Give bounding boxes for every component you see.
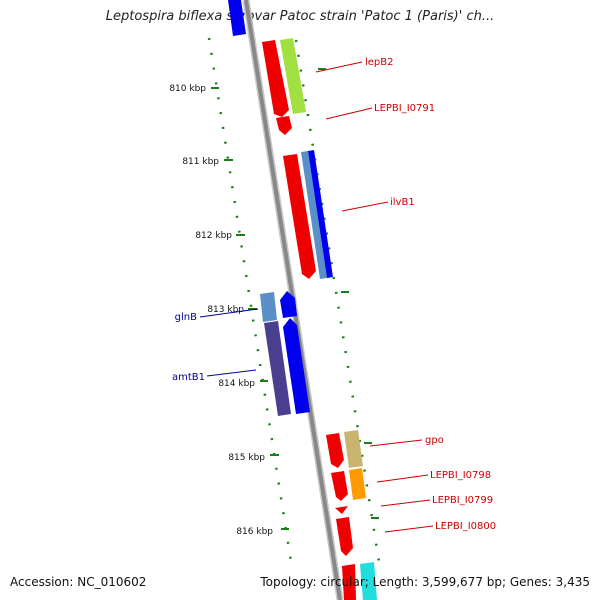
tick-label-814: 814 kbp [218, 379, 255, 389]
gene-feature-top-reverse[interactable] [228, 0, 246, 36]
tick-label-812: 812 kbp [195, 231, 232, 241]
gene-feature-amtB1-box[interactable] [264, 321, 291, 416]
gene-feature-bottom-red[interactable] [342, 564, 356, 600]
gene-feature-LEPBI_I0798-orange[interactable] [349, 468, 366, 500]
reverse-strand-features [228, 0, 291, 416]
gene-feature-LEPBI_I0791[interactable] [276, 116, 292, 135]
reverse-strand-arrows [280, 291, 310, 414]
gene-label-glnB[interactable]: glnB [175, 312, 197, 323]
gene-feature-gpo[interactable] [326, 433, 344, 468]
gene-label-LEPBI_I0791[interactable]: LEPBI_I0791 [374, 103, 435, 114]
tick-814: 814 kbp [218, 379, 268, 389]
tick-label-816: 816 kbp [236, 527, 273, 537]
gene-feature-ilvB1-steel[interactable] [301, 151, 327, 279]
gene-label-LEPBI_I0799[interactable]: LEPBI_I0799 [432, 495, 493, 506]
gene-feature-bottom-cyan[interactable] [360, 562, 377, 600]
gene-label-ilvB1[interactable]: ilvB1 [390, 197, 415, 208]
page-title: Leptospira biflexa serovar Patoc strain … [105, 9, 495, 24]
gene-feature-ilvB1-blue[interactable] [308, 150, 333, 278]
forward-strand-features [262, 38, 377, 600]
gene-feature-amtB1-arrow[interactable] [283, 318, 310, 414]
tick-816: 816 kbp [236, 527, 289, 537]
gene-feature-LEPBI_I0798[interactable] [331, 471, 348, 501]
gene-feature-LEPBI_I0799[interactable] [335, 506, 348, 514]
tick-label-815: 815 kbp [228, 453, 265, 463]
gene-label-LEPBI_I0800[interactable]: LEPBI_I0800 [435, 521, 496, 532]
ruler-ticks: 810 kbp 811 kbp 812 kbp 813 kbp 814 kbp … [169, 68, 379, 537]
gene-feature-ilvB1[interactable] [283, 154, 316, 279]
tick-label-811: 811 kbp [182, 157, 219, 167]
tick-label-810: 810 kbp [169, 84, 206, 94]
gene-feature-glnB-box[interactable] [260, 292, 277, 322]
gene-feature-gpo-khaki[interactable] [344, 430, 363, 468]
gene-label-amtB1[interactable]: amtB1 [172, 372, 205, 383]
gene-label-leaders [199, 61, 434, 533]
gene-feature-lepB2-light[interactable] [280, 38, 306, 114]
gene-feature-LEPBI_I0800[interactable] [336, 517, 353, 556]
tick-811: 811 kbp [182, 157, 233, 167]
tick-810: 810 kbp [169, 84, 219, 94]
accession-text: Accession: NC_010602 [10, 575, 147, 589]
tick-815: 815 kbp [228, 453, 279, 463]
gene-feature-lepB2[interactable] [262, 40, 289, 117]
genome-summary-text: Topology: circular; Length: 3,599,677 bp… [260, 575, 590, 589]
tick-label-813: 813 kbp [207, 305, 244, 315]
gene-label-lepB2[interactable]: lepB2 [365, 57, 394, 68]
gene-label-gpo[interactable]: gpo [425, 435, 444, 446]
gene-label-LEPBI_I0798[interactable]: LEPBI_I0798 [430, 470, 491, 481]
gene-labels: lepB2 LEPBI_I0791 ilvB1 glnB amtB1 gpo L… [172, 57, 496, 532]
tick-812: 812 kbp [195, 231, 245, 241]
gene-feature-glnB-arrow[interactable] [280, 291, 297, 318]
